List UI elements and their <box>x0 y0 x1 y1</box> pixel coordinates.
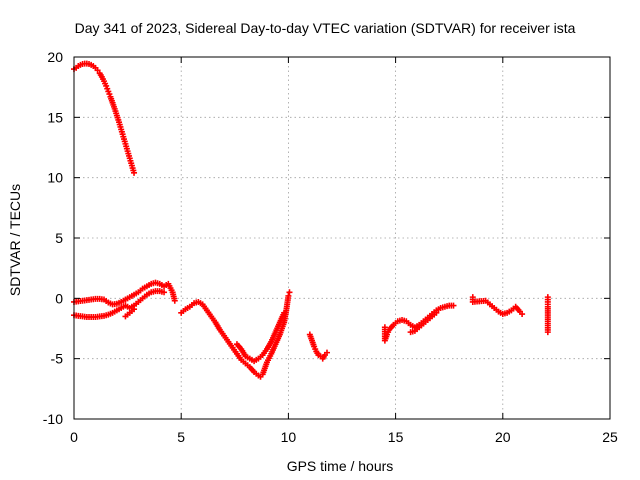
data-point-evening-inner <box>433 309 440 316</box>
y-tick-label: -10 <box>43 411 63 427</box>
x-tick-label: 5 <box>177 429 185 445</box>
grid <box>74 57 610 419</box>
x-tick-label: 10 <box>281 429 297 445</box>
data-point-mid-section <box>285 292 292 299</box>
y-tick-label: 5 <box>55 230 63 246</box>
y-axis-label: SDTVAR / TECUs <box>7 184 23 296</box>
y-tick-label: 15 <box>47 109 63 125</box>
x-tick-label: 20 <box>495 429 511 445</box>
data-point-isolated-22h <box>544 329 551 336</box>
data-point-evening-arc <box>450 302 457 309</box>
data-points <box>71 60 551 380</box>
x-tick-label: 0 <box>70 429 78 445</box>
data-point-mid-inner <box>281 309 288 316</box>
y-tick-label: -5 <box>51 351 64 367</box>
chart-title: Day 341 of 2023, Sidereal Day-to-day VTE… <box>75 20 576 36</box>
y-tick-label: 10 <box>47 170 63 186</box>
data-point-band-upper <box>171 297 178 304</box>
axis-ticks: 0 5 10 15 20 25 -10 -5 0 5 10 15 20 <box>43 49 618 445</box>
x-axis-label: GPS time / hours <box>287 458 394 474</box>
data-point-band-drop <box>131 306 138 313</box>
y-tick-label: 20 <box>47 49 63 65</box>
x-tick-label: 15 <box>388 429 404 445</box>
x-tick-label: 25 <box>602 429 618 445</box>
data-point-cluster-20h <box>519 311 526 318</box>
data-point-band-lower <box>161 289 168 296</box>
data-point-high-arc <box>94 67 101 74</box>
data-point-high-arc <box>131 169 138 176</box>
y-tick-label: 0 <box>55 290 63 306</box>
data-point-mid-section <box>286 289 293 296</box>
data-point-cluster-11h <box>323 349 330 356</box>
